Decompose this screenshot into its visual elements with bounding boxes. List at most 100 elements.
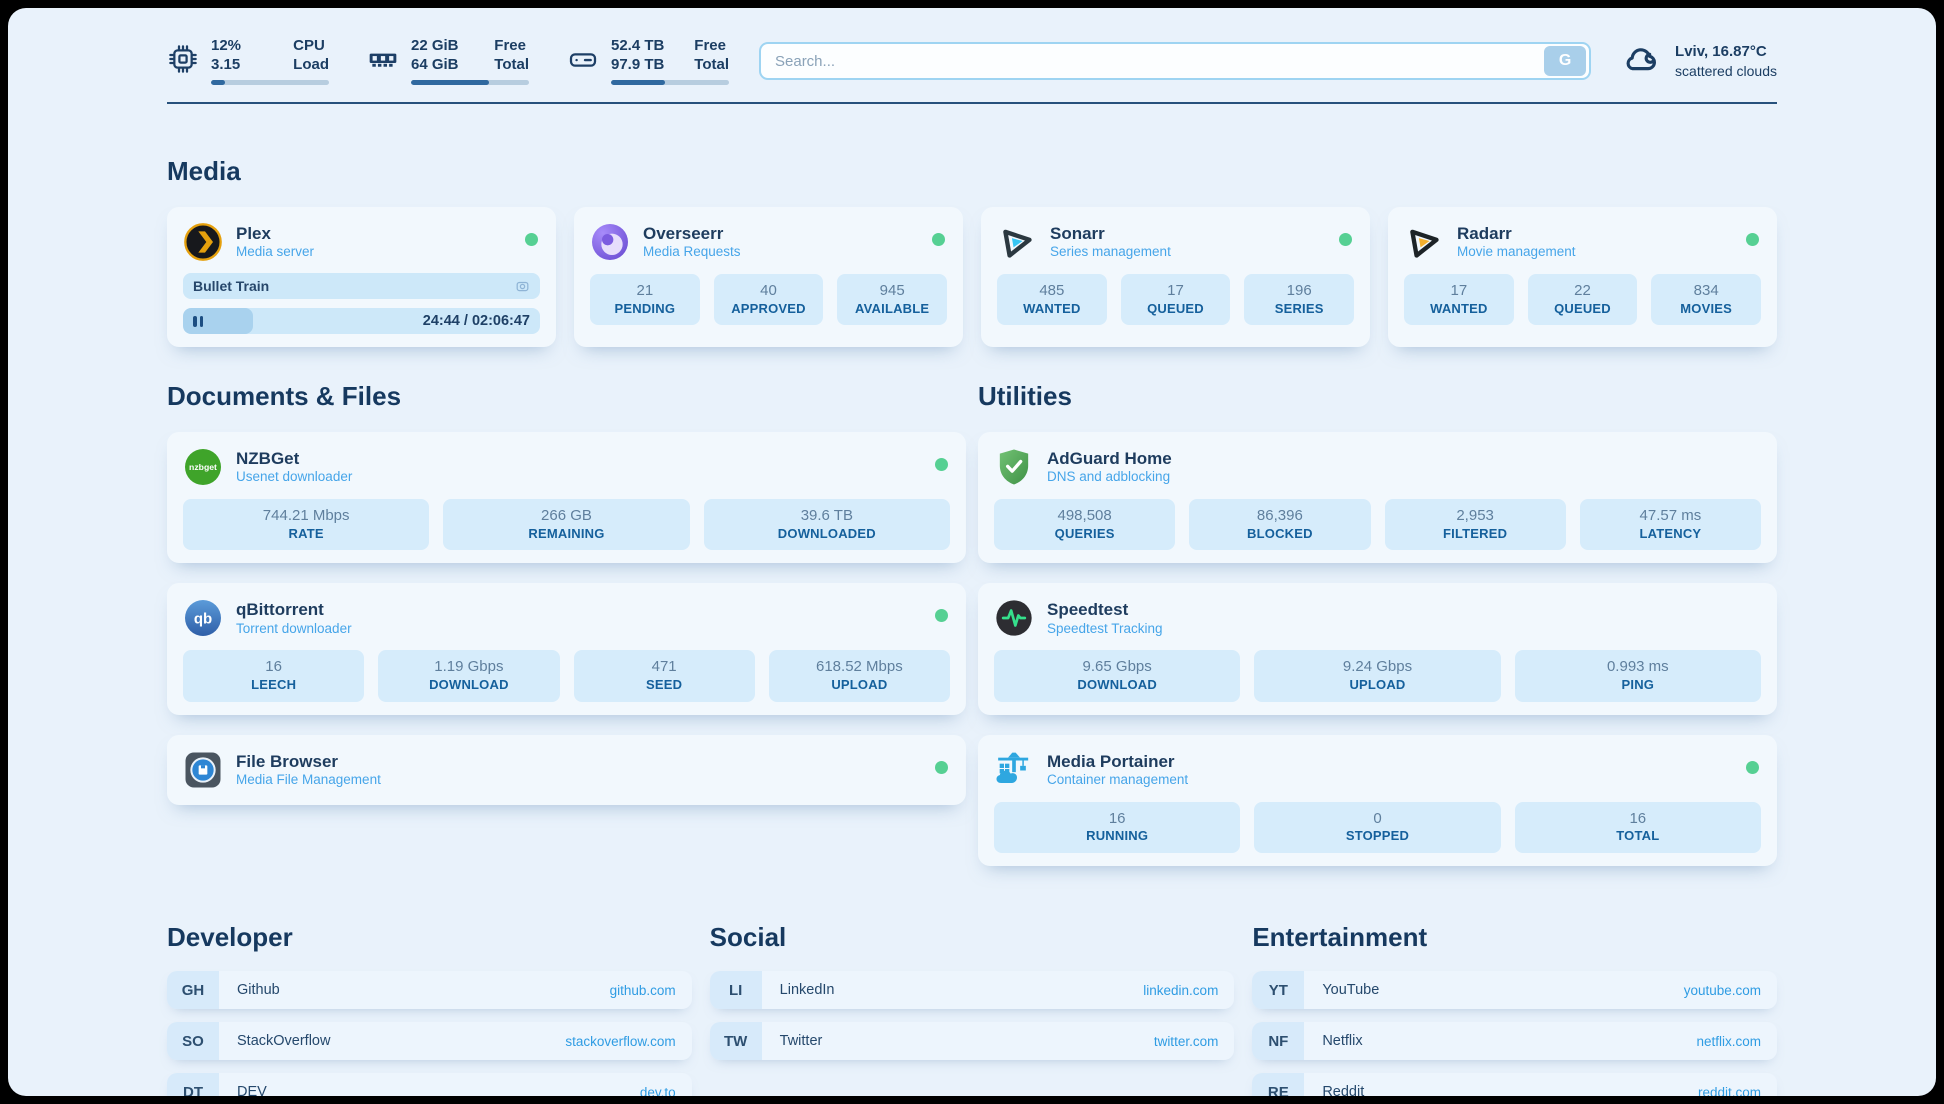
cpu-load-label: Load [293,56,329,73]
app-name: Sonarr [1050,223,1105,243]
ram-free-value: 22 GiB [411,37,459,55]
playback-progress-row: 24:44 / 02:06:47 [183,308,540,334]
app-description: Series management [1050,244,1171,260]
app-card-adguard[interactable]: AdGuard Home DNS and adblocking 498,508 Q… [978,432,1777,564]
app-name: Media Portainer [1047,751,1175,771]
link-badge: LI [709,971,762,1010]
app-card-qbittorrent[interactable]: qb qBittorrent Torrent downloader 16 LEEC… [167,583,966,715]
stat-download: 1.19 Gbps DOWNLOAD [378,650,560,702]
section-title-developer: Developer [167,922,293,953]
link-url: github.com [609,982,676,998]
stat-stopped: 0 STOPPED [1254,801,1501,854]
link-badge: RE [1252,1073,1305,1096]
disk-metric: 52.4 TB 97.9 TB Free Total [567,37,729,85]
adguard-icon [994,447,1034,487]
link-row-twitter[interactable]: TW Twitter twitter.com [709,1022,1235,1061]
stat-ping: 0.993 ms PING [1514,650,1761,702]
section-title-media: Media [167,156,241,186]
cpu-metric: 12% 3.15 CPU Load [167,37,329,85]
video-session-icon[interactable] [515,279,530,294]
ram-progress-bar [411,79,529,85]
search-input[interactable] [761,52,1545,70]
status-dot [1339,233,1352,246]
search-engine-button[interactable]: G [1544,46,1587,76]
link-row-linkedin[interactable]: LI LinkedIn linkedin.com [709,971,1235,1010]
svg-text:nzbget: nzbget [189,462,217,472]
app-card-radarr[interactable]: Radarr Movie management 17 WANTED 22 QUEUE… [1388,207,1777,347]
link-row-github[interactable]: GH Github github.com [167,971,692,1010]
app-description: Speedtest Tracking [1047,620,1163,636]
link-badge: SO [167,1022,219,1061]
stat-download: 9.65 Gbps DOWNLOAD [994,650,1241,702]
link-row-dev[interactable]: DT DEV dev.to [167,1073,692,1096]
link-row-stackoverflow[interactable]: SO StackOverflow stackoverflow.com [167,1022,692,1061]
status-dot [932,233,945,246]
pause-button[interactable] [193,315,203,327]
stat-seed: 471 SEED [573,650,755,702]
stat-upload: 618.52 Mbps UPLOAD [768,650,950,702]
app-name: Radarr [1457,223,1512,243]
disk-free-label: Free [694,37,726,55]
documents-column: Documents & Files nzbget NZBGet Usenet d [167,381,966,866]
stat-latency: 47.57 ms LATENCY [1579,499,1761,551]
ram-icon [367,43,399,80]
stat-movies: 834 MOVIES [1651,274,1761,326]
playback-time: 24:44 / 02:06:47 [422,313,530,329]
app-description: DNS and adblocking [1047,469,1171,485]
section-title-utilities: Utilities [978,381,1072,411]
media-cards-row: Plex Media server Bullet Train [167,207,1777,347]
system-metrics: 12% 3.15 CPU Load [167,37,729,85]
link-row-youtube[interactable]: YT YouTube youtube.com [1252,971,1777,1010]
link-row-reddit[interactable]: RE Reddit reddit.com [1252,1073,1777,1096]
app-card-overseerr[interactable]: Overseerr Media Requests 21 PENDING 40 APP… [574,207,963,347]
status-dot [1746,760,1759,774]
stat-queued: 17 QUEUED [1120,274,1231,326]
app-card-filebrowser[interactable]: File Browser Media File Management [167,734,966,805]
social-links-column: Social LI LinkedIn linkedin.com TW Twitt… [709,922,1235,1061]
search-bar: G [759,42,1592,80]
disk-progress-bar [611,79,729,85]
now-playing-title: Bullet Train [193,278,270,294]
app-name: NZBGet [236,448,300,468]
speedtest-icon [994,598,1034,638]
stat-total: 16 TOTAL [1514,801,1761,854]
link-name: Twitter [779,1033,823,1050]
cpu-load-value: 3.15 [211,56,241,73]
stat-wanted: 485 WANTED [997,274,1107,326]
sonarr-icon [997,222,1037,262]
link-badge: NF [1252,1022,1305,1061]
section-title-social: Social [709,922,787,953]
header-divider [167,102,1777,104]
link-name: Github [237,982,280,999]
link-url: twitter.com [1153,1033,1219,1049]
link-name: YouTube [1322,982,1380,999]
stat-rate: 744.21 Mbps RATE [183,499,430,551]
app-card-speedtest[interactable]: Speedtest Speedtest Tracking 9.65 Gbps DO… [978,583,1777,715]
status-dot [935,760,948,774]
ram-total-label: Total [494,56,529,73]
stat-running: 16 RUNNING [994,801,1241,854]
app-card-nzbget[interactable]: nzbget NZBGet Usenet downloader 744.21 M… [167,432,966,564]
disk-icon [567,43,599,80]
stat-blocked: 86,396 BLOCKED [1189,499,1371,551]
stat-series: 196 SERIES [1244,274,1354,326]
app-card-sonarr[interactable]: Sonarr Series management 485 WANTED 17 QUE… [981,207,1370,347]
cpu-progress-bar [211,79,329,85]
app-card-portainer[interactable]: Media Portainer Container management 16 R… [978,734,1777,867]
link-url: youtube.com [1683,982,1761,998]
stat-upload: 9.24 Gbps UPLOAD [1254,650,1501,702]
filebrowser-icon [183,750,223,790]
stat-queries: 498,508 QUERIES [994,499,1176,551]
overseerr-icon [590,222,630,262]
app-card-plex[interactable]: Plex Media server Bullet Train [167,207,556,347]
cloud-icon [1621,38,1663,85]
stat-downloaded: 39.6 TB DOWNLOADED [703,499,950,551]
app-name: File Browser [236,751,339,771]
stat-queued: 22 QUEUED [1527,274,1638,326]
link-url: dev.to [639,1084,676,1096]
developer-links-column: Developer GH Github github.com SO StackO… [167,922,692,1096]
ram-metric: 22 GiB 64 GiB Free Total [367,37,529,85]
link-row-netflix[interactable]: NF Netflix netflix.com [1252,1022,1777,1061]
portainer-icon [994,750,1034,790]
app-description: Container management [1047,771,1189,787]
